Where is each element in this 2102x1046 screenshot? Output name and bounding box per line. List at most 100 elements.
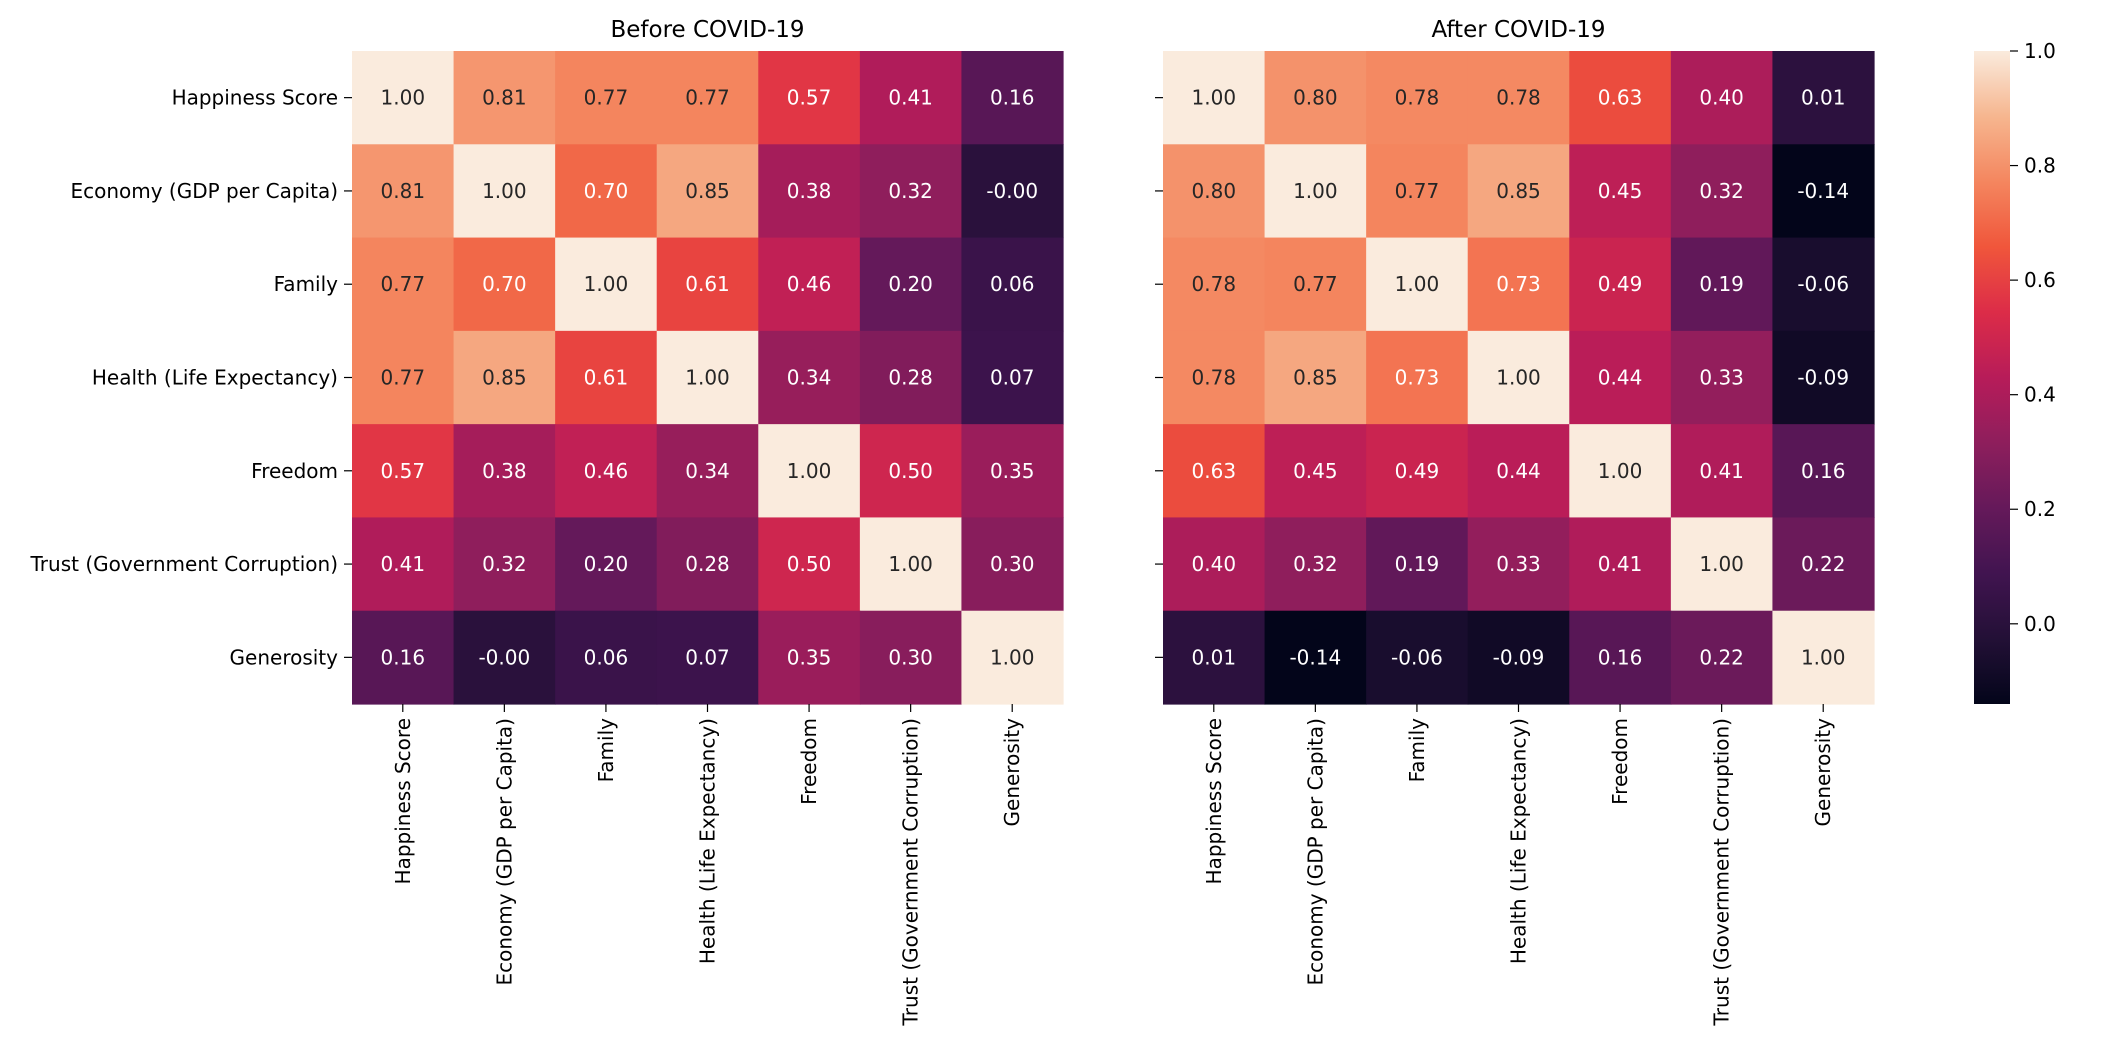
cell-label: 0.80 <box>1293 86 1338 110</box>
cell-label: -0.14 <box>1289 645 1341 669</box>
cell-label: -0.14 <box>1797 179 1849 203</box>
cell-label: 0.45 <box>1598 179 1643 203</box>
heatmap-cell <box>758 144 861 239</box>
cell-label: 0.30 <box>888 645 933 669</box>
cell-label: 0.81 <box>381 179 426 203</box>
cell-label: -0.09 <box>1797 366 1849 390</box>
heatmap-cell <box>1772 330 1875 425</box>
y-tick-label-happiness-score: Happiness Score <box>172 86 338 110</box>
cell-label: 0.49 <box>1395 459 1440 483</box>
colorbar-tick-label: 0.2 <box>2024 497 2056 521</box>
heatmap-cell <box>1163 330 1266 425</box>
heatmap-cell <box>453 237 556 332</box>
heatmap-cell <box>352 144 455 239</box>
heatmap-cell <box>555 517 658 612</box>
cell-label: 0.32 <box>1293 552 1338 576</box>
cell-label: 0.01 <box>1192 645 1237 669</box>
y-tick-label-family: Family <box>274 272 339 296</box>
cell-label: 1.00 <box>1801 645 1846 669</box>
heatmap-cell <box>352 51 455 145</box>
heatmap-cell <box>961 424 1064 519</box>
cell-label: 0.16 <box>1598 645 1643 669</box>
heatmap-cell <box>1670 51 1774 145</box>
cell-label: 0.07 <box>990 366 1035 390</box>
cell-label: 0.73 <box>1395 366 1440 390</box>
y-tick-label-economy-gdp-per-capita: Economy (GDP per Capita) <box>70 179 338 203</box>
panel-title: After COVID-19 <box>1431 17 1605 43</box>
cell-label: 0.32 <box>888 179 933 203</box>
heatmap-cell <box>656 144 759 239</box>
heatmap-cell <box>1163 424 1266 519</box>
heatmap-cell <box>555 330 658 425</box>
heatmap-cell <box>1467 610 1570 705</box>
cell-label: 1.00 <box>787 459 832 483</box>
y-tick-label-trust-government-corruption: Trust (Government Corruption) <box>30 552 338 576</box>
x-tick-label-freedom: Freedom <box>1608 718 1632 805</box>
cell-label: 0.28 <box>888 366 933 390</box>
heatmap-cell <box>1366 517 1469 612</box>
heatmap-cell <box>1569 237 1672 332</box>
cell-label: 0.57 <box>381 459 426 483</box>
heatmap-cell <box>758 51 861 145</box>
cell-label: 1.00 <box>1496 366 1541 390</box>
heatmap-cell <box>1163 610 1266 705</box>
heatmap-cell <box>1467 517 1570 612</box>
cell-label: 0.57 <box>787 86 832 110</box>
heatmap-cell <box>1366 237 1469 332</box>
cell-label: 0.41 <box>1699 459 1744 483</box>
cell-label: 0.78 <box>1192 272 1237 296</box>
heatmap-cell <box>1163 517 1266 612</box>
heatmap-cell <box>1670 330 1774 425</box>
cell-label: 0.41 <box>381 552 426 576</box>
heatmap-cell <box>453 517 556 612</box>
heatmap-cell <box>352 610 455 705</box>
x-tick-label-trust-government-corruption: Trust (Government Corruption) <box>899 718 923 1026</box>
cell-label: 0.61 <box>685 272 730 296</box>
cell-label: 0.38 <box>787 179 832 203</box>
cell-label: 0.06 <box>584 645 629 669</box>
cell-label: 0.80 <box>1192 179 1237 203</box>
cell-label: 0.33 <box>1699 366 1744 390</box>
heatmap-cell <box>758 330 861 425</box>
cell-label: 0.30 <box>990 552 1035 576</box>
cell-label: 0.32 <box>482 552 527 576</box>
heatmap-cell <box>1366 424 1469 519</box>
cell-label: 0.77 <box>685 86 730 110</box>
heatmap-cell <box>1670 237 1774 332</box>
heatmap-cell <box>961 51 1064 145</box>
heatmap-cell <box>1569 330 1672 425</box>
x-tick-label-freedom: Freedom <box>797 718 821 805</box>
cell-label: 1.00 <box>888 552 933 576</box>
heatmap-cell <box>1569 517 1672 612</box>
cell-label: 0.46 <box>584 459 629 483</box>
cell-label: 0.77 <box>381 366 426 390</box>
cell-label: 0.81 <box>482 86 527 110</box>
cell-label: 0.01 <box>1801 86 1846 110</box>
x-tick-label-family: Family <box>594 718 618 783</box>
heatmap-cell <box>1264 144 1367 239</box>
cell-label: 0.28 <box>685 552 730 576</box>
cell-label: 1.00 <box>1699 552 1744 576</box>
cell-label: 1.00 <box>1293 179 1338 203</box>
x-tick-label-health-life-expectancy: Health (Life Expectancy) <box>696 718 720 964</box>
heatmap-cell <box>1772 144 1875 239</box>
cell-label: 1.00 <box>482 179 527 203</box>
heatmap-cell <box>859 424 963 519</box>
cell-label: 0.73 <box>1496 272 1541 296</box>
heatmap-cell <box>1264 517 1367 612</box>
cell-label: -0.06 <box>1391 645 1443 669</box>
heatmap-cell <box>1264 424 1367 519</box>
heatmap-cell <box>453 424 556 519</box>
heatmap-cell <box>859 610 963 705</box>
cell-label: 0.41 <box>888 86 933 110</box>
heatmap-cell <box>1163 144 1266 239</box>
heatmap-cell <box>352 330 455 425</box>
heatmap-cell <box>1772 237 1875 332</box>
x-tick-label-generosity: Generosity <box>1811 718 1835 827</box>
heatmap-cell <box>555 144 658 239</box>
cell-label: 1.00 <box>685 366 730 390</box>
cell-label: 0.49 <box>1598 272 1643 296</box>
heatmap-cell <box>859 330 963 425</box>
heatmap-cell <box>352 237 455 332</box>
heatmap-cell <box>1569 424 1672 519</box>
